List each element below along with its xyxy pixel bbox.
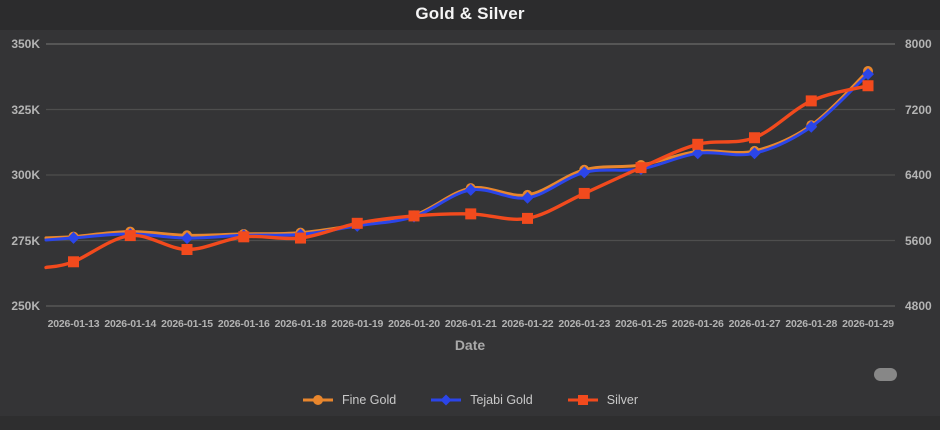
x-axis-tick: 2026-01-28 (785, 318, 838, 330)
tejabi-gold-diamond-marker-icon (431, 394, 462, 406)
legend-label: Tejabi Gold (470, 393, 533, 407)
legend-item-tejabi-gold[interactable]: Tejabi Gold (430, 393, 533, 407)
y-axis-tick-left: 250K (11, 299, 40, 313)
fine-gold-line (44, 69, 870, 240)
fine-gold-circle-marker-icon (302, 395, 333, 405)
y-axis-tick-right: 7200 (905, 102, 932, 117)
y-axis-tick-right: 8000 (905, 37, 932, 51)
y-axis-tick-left: 325K (11, 102, 40, 117)
x-axis-tick: 2026-01-29 (842, 318, 894, 330)
y-axis-tick-left: 275K (11, 233, 40, 248)
y-axis-tick-right: 5600 (905, 233, 932, 248)
horizontal-scrollbar-thumb[interactable] (874, 368, 897, 381)
x-axis-tick: 2026-01-25 (615, 318, 667, 330)
x-axis-tick: 2026-01-22 (501, 318, 554, 330)
y-axis-tick-left: 350K (11, 37, 40, 51)
y-axis-tick-right: 4800 (905, 299, 932, 313)
silver-line (44, 84, 870, 270)
x-axis-tick: 2026-01-20 (388, 318, 440, 330)
series-silver (44, 80, 874, 270)
series-tejabi-gold (44, 68, 874, 245)
chart-title: Gold & Silver (415, 4, 525, 23)
x-axis-tick: 2026-01-18 (274, 318, 327, 330)
legend-item-silver[interactable]: Silver (567, 393, 638, 407)
x-axis-tick: 2026-01-14 (104, 318, 157, 330)
legend-item-fine-gold[interactable]: Fine Gold (302, 393, 396, 407)
y-axis-tick-left: 300K (11, 168, 40, 182)
x-axis-tick: 2026-01-21 (444, 318, 497, 330)
silver-square-marker-icon (567, 395, 598, 405)
tejabi-gold-line (44, 72, 870, 242)
x-axis-tick: 2026-01-16 (217, 318, 270, 330)
y-axis-tick-right: 6400 (905, 168, 932, 182)
x-axis-tick: 2026-01-26 (671, 318, 724, 330)
x-axis-tick: 2026-01-27 (728, 318, 781, 330)
legend-label: Silver (606, 393, 638, 407)
x-axis-tick: 2026-01-15 (161, 318, 213, 330)
x-axis-tick: 2026-01-19 (331, 318, 384, 330)
x-axis-title: Date (454, 337, 486, 353)
x-axis-tick: 2026-01-13 (47, 318, 100, 330)
x-axis-tick: 2026-01-23 (558, 318, 611, 330)
legend-label: Fine Gold (341, 393, 397, 407)
chart-legend: Fine Gold Tejabi Gold Silver (0, 391, 940, 409)
